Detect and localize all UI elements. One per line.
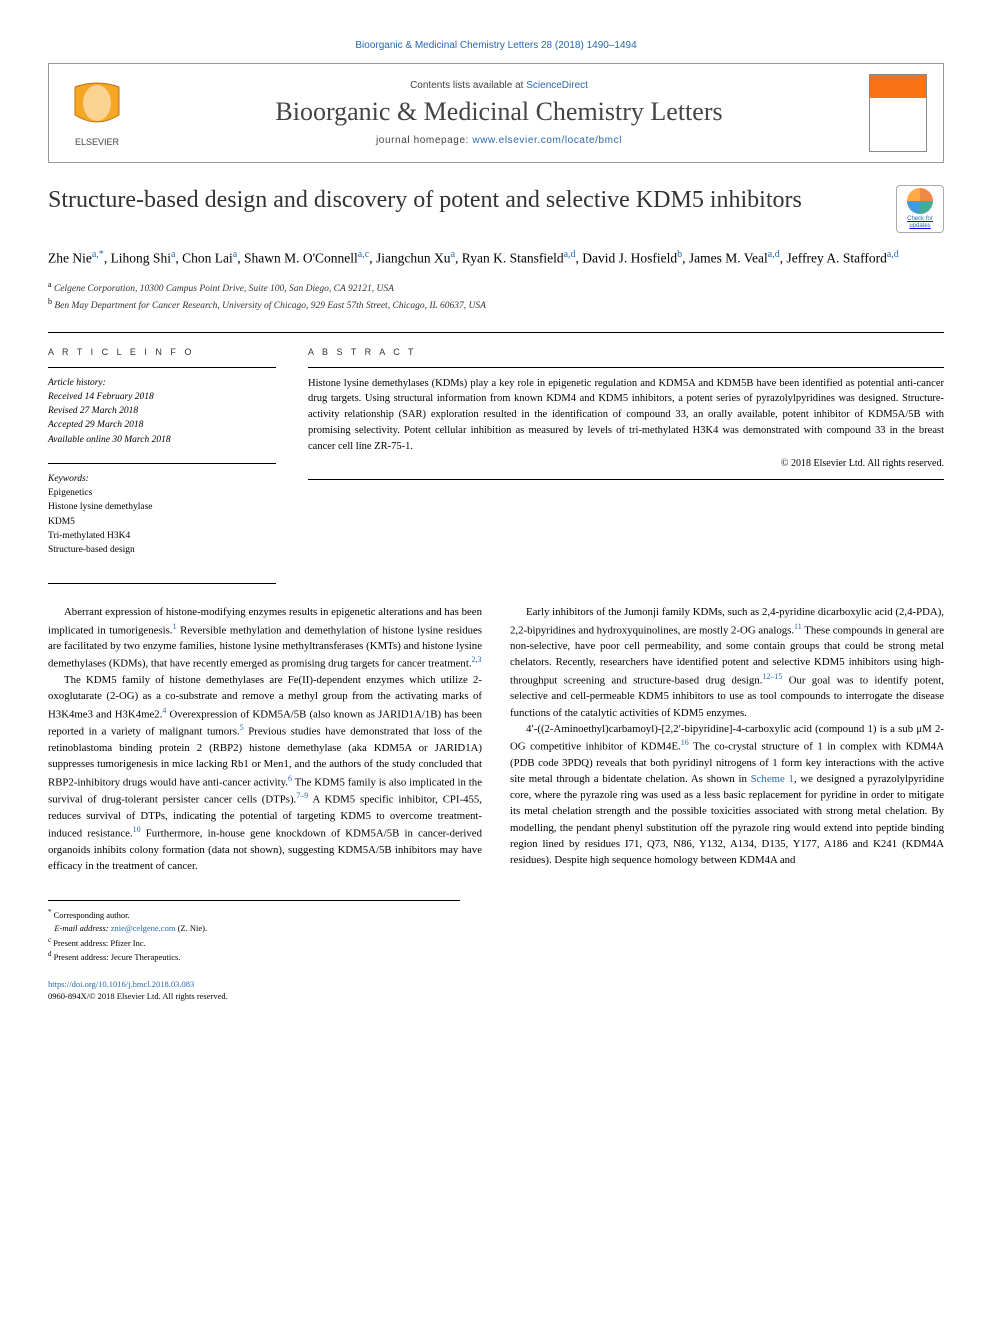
article-info-heading: A R T I C L E I N F O [48,347,276,357]
citation-ref[interactable]: 2,3 [472,655,482,664]
keyword: Epigenetics [48,486,276,500]
author-affiliation-marks: a,* [92,249,104,260]
divider [48,367,276,368]
author-name: Chon Lai [182,251,233,266]
homepage-link[interactable]: www.elsevier.com/locate/bmcl [472,135,622,146]
contents-available-line: Contents lists available at ScienceDirec… [129,80,869,91]
revised-date: Revised 27 March 2018 [48,404,276,418]
keyword: Tri-methylated H3K4 [48,529,276,543]
keywords-label: Keywords: [48,472,276,486]
accepted-date: Accepted 29 March 2018 [48,418,276,432]
author-name: Zhe Nie [48,251,92,266]
author-affiliation-marks: a [233,249,237,260]
body-paragraph: Aberrant expression of histone-modifying… [48,604,482,672]
email-line: E-mail address: znie@celgene.com (Z. Nie… [48,922,460,935]
author-affiliation-marks: a,d [887,249,899,260]
author-affiliation-marks: a,d [768,249,780,260]
check-updates-label: Check for updates [897,216,943,229]
contents-prefix: Contents lists available at [410,80,526,91]
article-title: Structure-based design and discovery of … [48,185,876,215]
author-name: Jiangchun Xu [376,251,451,266]
author-name: David J. Hosfield [582,251,677,266]
abstract-copyright: © 2018 Elsevier Ltd. All rights reserved… [308,458,944,469]
running-header: Bioorganic & Medicinal Chemistry Letters… [48,40,944,51]
body-paragraph: The KDM5 family of histone demethylases … [48,672,482,874]
author-name: James M. Veal [689,251,768,266]
keyword: KDM5 [48,515,276,529]
footnote-text: Present address: Jecure Therapeutics. [54,952,181,962]
abstract-text: Histone lysine demethylases (KDMs) play … [308,376,944,455]
sciencedirect-link[interactable]: ScienceDirect [526,80,588,91]
footnote-text: Corresponding author. [54,910,130,920]
history-label: Article history: [48,376,276,390]
author-list: Zhe Niea,*, Lihong Shia, Chon Laia, Shaw… [48,247,944,269]
author-affiliation-marks: a,d [564,249,576,260]
affiliation-mark: b [48,297,52,306]
author-affiliation-marks: a,c [358,249,369,260]
issn-copyright: 0960-894X/© 2018 Elsevier Ltd. All right… [48,991,228,1001]
citation-ref[interactable]: 12–15 [762,672,782,681]
author-name: Lihong Shi [111,251,171,266]
divider [48,463,276,464]
divider [48,332,944,333]
journal-header-box: ELSEVIER Contents lists available at Sci… [48,63,944,163]
homepage-prefix: journal homepage: [376,135,472,146]
citation-ref[interactable]: 10 [133,825,141,834]
svg-text:ELSEVIER: ELSEVIER [75,137,120,147]
divider [308,479,944,480]
affiliation-list: a Celgene Corporation, 10300 Campus Poin… [48,279,944,314]
affiliation-mark: a [48,280,52,289]
crossmark-icon [907,188,933,214]
abstract-heading: A B S T R A C T [308,347,944,357]
check-updates-badge[interactable]: Check for updates [896,185,944,233]
author-affiliation-marks: a [171,249,175,260]
homepage-line: journal homepage: www.elsevier.com/locat… [129,135,869,146]
citation-ref[interactable]: 11 [794,622,802,631]
affiliation: b Ben May Department for Cancer Research… [48,296,944,313]
footnotes: * Corresponding author. E-mail address: … [48,900,460,963]
online-date: Available online 30 March 2018 [48,433,276,447]
doi-block: https://doi.org/10.1016/j.bmcl.2018.03.0… [48,978,944,1003]
received-date: Received 14 February 2018 [48,390,276,404]
email-label: E-mail address: [54,923,108,933]
scheme-link[interactable]: Scheme 1 [751,773,794,785]
article-body: Aberrant expression of histone-modifying… [48,604,944,874]
affiliation-text: Ben May Department for Cancer Research, … [54,301,486,311]
present-address-note: c Present address: Pfizer Inc. [48,935,460,950]
body-paragraph: Early inhibitors of the Jumonji family K… [510,604,944,721]
affiliation-text: Celgene Corporation, 10300 Campus Point … [54,284,394,294]
corresponding-author-note: * Corresponding author. [48,907,460,922]
citation-ref[interactable]: 16 [681,738,689,747]
author-name: Ryan K. Stansfield [462,251,564,266]
email-name: (Z. Nie). [178,923,208,933]
divider [48,583,276,584]
journal-name: Bioorganic & Medicinal Chemistry Letters [129,97,869,127]
present-address-note: d Present address: Jecure Therapeutics. [48,949,460,964]
body-paragraph: 4′-((2-Aminoethyl)carbamoyl)-[2,2′-bipyr… [510,721,944,868]
footnote-text: Present address: Pfizer Inc. [53,938,146,948]
author-name: Jeffrey A. Stafford [787,251,887,266]
keyword: Structure-based design [48,543,276,557]
keyword: Histone lysine demethylase [48,500,276,514]
citation-ref[interactable]: 7–9 [296,791,308,800]
divider [308,367,944,368]
elsevier-logo: ELSEVIER [65,77,129,149]
affiliation: a Celgene Corporation, 10300 Campus Poin… [48,279,944,296]
author-name: Shawn M. O'Connell [244,251,358,266]
author-affiliation-marks: b [677,249,682,260]
author-affiliation-marks: a [451,249,455,260]
body-text: , we designed a pyrazolylpyridine core, … [510,773,944,866]
email-link[interactable]: znie@celgene.com [111,923,176,933]
journal-cover-thumbnail [869,74,927,152]
doi-link[interactable]: https://doi.org/10.1016/j.bmcl.2018.03.0… [48,979,194,989]
